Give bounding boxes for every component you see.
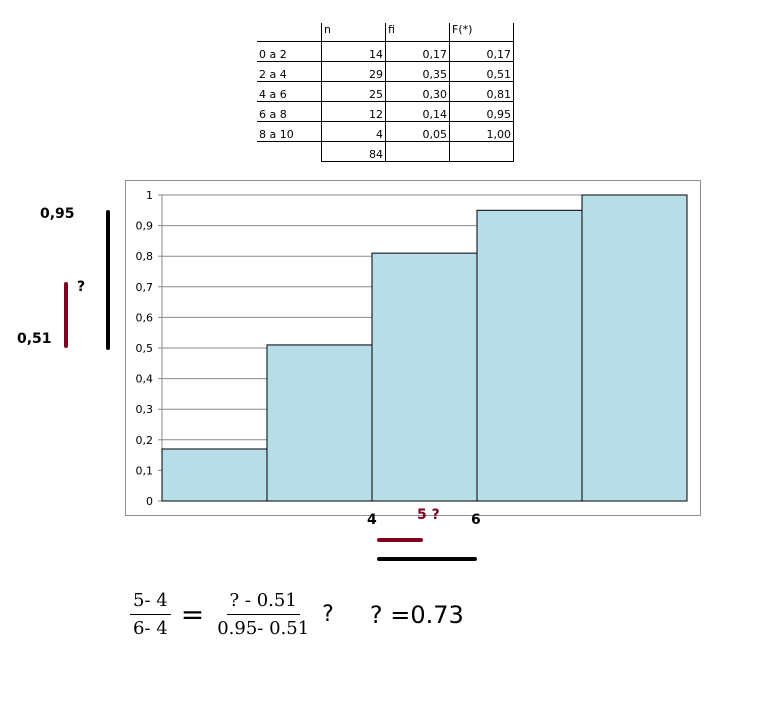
table-row: 8 a 10 4 0,05 1,00 — [257, 121, 514, 142]
table-cell: 0,95 — [449, 101, 514, 122]
annotation-x-left: 4 — [367, 512, 377, 528]
table-total-row: 84 — [257, 141, 514, 162]
table-cell: 12 — [321, 101, 386, 122]
annotation-y-low: 0,51 — [17, 331, 52, 347]
lhs-fraction: 5- 4 6- 4 — [130, 590, 171, 639]
table-row: 0 a 2 14 0,17 0,17 — [257, 41, 514, 62]
equals-sign: = — [180, 598, 205, 631]
table-cell: 0,14 — [385, 101, 450, 122]
bar-4-a-6 — [371, 252, 478, 502]
rhs-fraction: ? - 0.51 0.95- 0.51 — [214, 590, 312, 639]
table-row: 2 a 4 29 0,35 0,51 — [257, 61, 514, 82]
y-tick-label: 0,3 — [136, 403, 154, 416]
table-cell — [449, 141, 514, 162]
bar-2-a-4 — [266, 344, 373, 502]
y-tick-label: 0,4 — [136, 373, 154, 386]
bar-8-a-10 — [581, 194, 688, 502]
table-header-row: n fi F(*) — [257, 23, 514, 42]
formula-result: ? =0.73 — [369, 600, 464, 629]
table-header-cell: fi — [385, 23, 450, 42]
table-cell: 0,81 — [449, 81, 514, 102]
table-row: 6 a 8 12 0,14 0,95 — [257, 101, 514, 122]
frequency-table: n fi F(*) 0 a 2 14 0,17 0,17 2 a 4 29 0,… — [257, 23, 514, 162]
table-header-cell: n — [321, 23, 386, 42]
table-cell: 4 — [321, 121, 386, 142]
table-cell: 0,17 — [449, 41, 514, 62]
interpolation-formula: 5- 4 6- 4 = ? - 0.51 0.95- 0.51 ? ? =0.7… — [126, 590, 464, 639]
y-tick-label: 0 — [146, 495, 153, 508]
table-cell: 0,17 — [385, 41, 450, 62]
table-cell: 0,30 — [385, 81, 450, 102]
formula-trailing-symbol: ? — [322, 602, 334, 627]
lhs-numerator: 5- 4 — [130, 590, 171, 615]
table-header-cell: F(*) — [449, 23, 514, 42]
y-tick-label: 0,7 — [136, 281, 154, 294]
table-cell: 0 a 2 — [257, 41, 322, 62]
table-total-cell: 84 — [321, 141, 386, 162]
table-cell: 25 — [321, 81, 386, 102]
y-tick-label: 0,5 — [136, 342, 154, 355]
table-header-cell — [257, 23, 322, 42]
table-cell: 1,00 — [449, 121, 514, 142]
y-tick-label: 1 — [146, 189, 153, 202]
annotation-x-mid: 5 ? — [417, 507, 440, 523]
bar-0-a-2 — [161, 448, 268, 502]
y-tick-label: 0,2 — [136, 434, 154, 447]
rhs-numerator: ? - 0.51 — [226, 590, 300, 615]
table-cell — [385, 141, 450, 162]
table-cell: 2 a 4 — [257, 61, 322, 82]
table-cell: 0,05 — [385, 121, 450, 142]
y-tick-label: 0,9 — [136, 220, 154, 233]
table-cell: 0,51 — [449, 61, 514, 82]
table-row: 4 a 6 25 0,30 0,81 — [257, 81, 514, 102]
range-bar-black-vertical — [106, 210, 110, 350]
table-cell: 8 a 10 — [257, 121, 322, 142]
range-bar-red-horizontal — [377, 538, 423, 542]
table-cell: 6 a 8 — [257, 101, 322, 122]
y-tick-label: 0,8 — [136, 250, 154, 263]
range-bar-red-vertical — [64, 282, 68, 348]
table-cell: 4 a 6 — [257, 81, 322, 102]
annotation-y-high: 0,95 — [40, 206, 75, 222]
annotation-y-unknown: ? — [77, 279, 86, 295]
table-cell: 29 — [321, 61, 386, 82]
annotation-x-right: 6 — [471, 512, 481, 528]
rhs-denominator: 0.95- 0.51 — [217, 618, 310, 639]
y-tick-label: 0,6 — [136, 311, 154, 324]
bar-6-a-8 — [476, 209, 583, 502]
table-cell: 0,35 — [385, 61, 450, 82]
range-bar-black-horizontal — [377, 557, 477, 561]
table-cell: 14 — [321, 41, 386, 62]
y-tick-label: 0,1 — [136, 464, 154, 477]
lhs-denominator: 6- 4 — [133, 618, 168, 639]
